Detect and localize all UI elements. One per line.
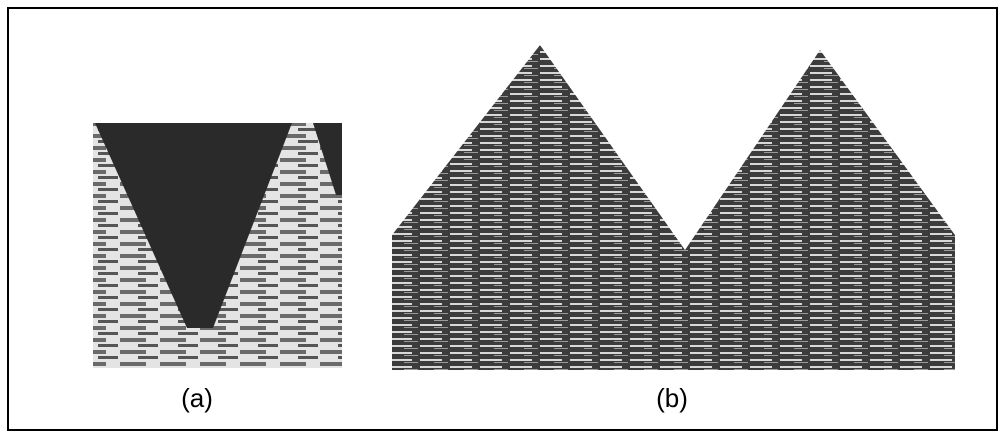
indent-edge: [313, 123, 342, 195]
panel-a-image: [93, 123, 342, 368]
indent: [95, 123, 292, 328]
panel-label: (a): [181, 383, 213, 413]
panel-label: (b): [656, 383, 688, 413]
